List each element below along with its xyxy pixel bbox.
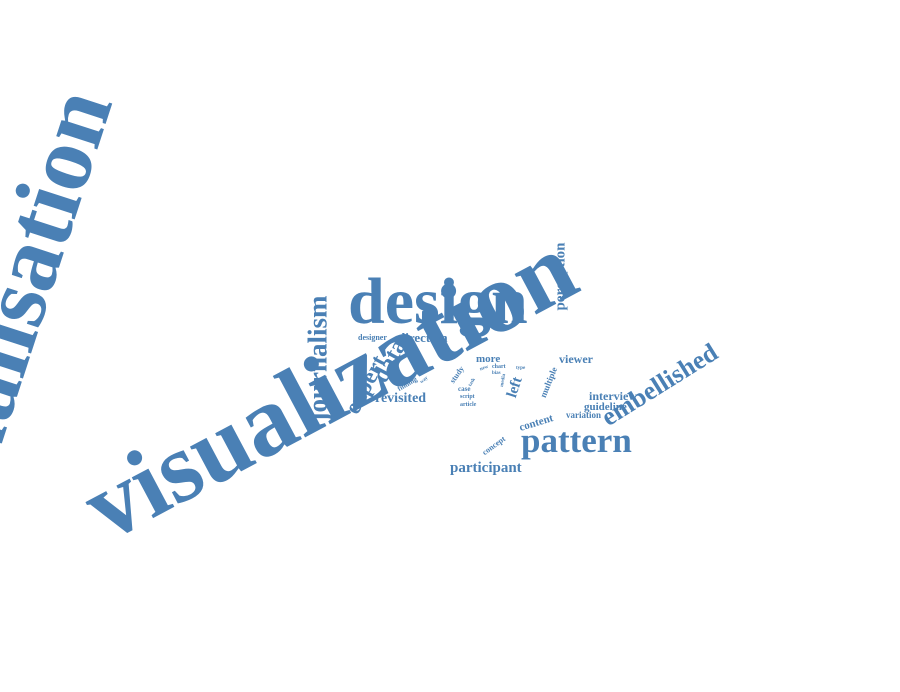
word-more: more [476,353,501,365]
word-concept: concept [480,434,508,457]
word-revisited: revisited [375,391,427,406]
word-bias: bias [492,371,501,376]
word-multiple: multiple [537,365,560,400]
word-pattern: pattern [521,421,632,460]
word-chart: chart [492,364,506,370]
word-article: article [460,402,477,408]
word-interview: interview [589,389,637,403]
word-embellished: embellished [596,337,723,432]
word-perception: perception [552,242,569,311]
word-journalism: journalism [302,295,333,422]
word-script: script [460,394,475,400]
word-new: new [479,364,490,373]
word-left: left [504,374,526,400]
word-participant: participant [450,460,522,476]
word-guideline: guideline [584,401,627,413]
word-task: task [468,377,477,388]
word-type: type [516,366,526,371]
word-direction: direction [398,330,448,345]
word-case: case [458,385,471,393]
word-design: design [348,265,528,338]
word-designer: designer [358,333,387,342]
word-variation: variation [566,410,601,420]
word-viewer: viewer [559,352,593,366]
